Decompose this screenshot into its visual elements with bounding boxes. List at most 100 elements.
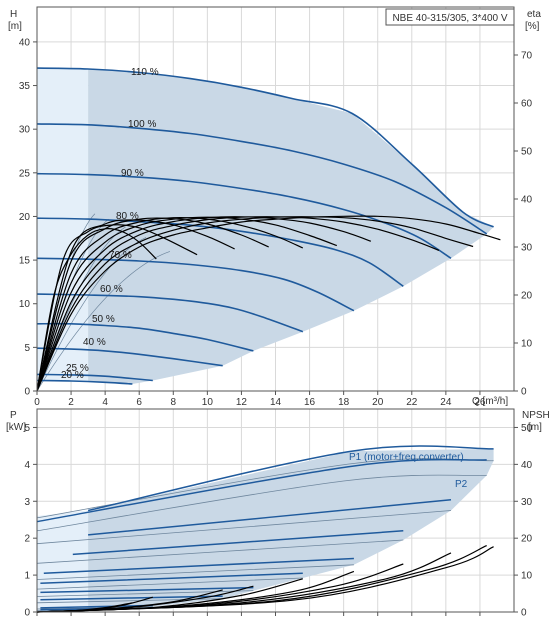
top-head-curve-40 (36, 347, 223, 367)
bottom-p2-curve (36, 564, 354, 580)
p2-series-label: P2 (455, 479, 468, 490)
top-tick-label-left: 35 (19, 81, 31, 92)
top-head-curve-60 (36, 293, 304, 333)
bottom-ylabel-right-1: NPSH (522, 410, 550, 421)
bottom-tick-label-right: 30 (521, 497, 533, 508)
bottom-p1-curve (87, 445, 494, 512)
speed-label-110: 110 % (131, 67, 159, 78)
top-head-curve-90 (36, 172, 452, 259)
top-ylabel-right-2: [%] (525, 21, 540, 32)
bottom-tick-label-left: 4 (24, 460, 30, 471)
bottom-p1-curve (36, 458, 487, 523)
bottom-p1-curve (40, 586, 254, 594)
top-tick-label-x: 0 (34, 397, 40, 408)
top-head-curve-20 (36, 379, 133, 385)
top-tick-label-left: 40 (19, 37, 31, 48)
bottom-plot-border (36, 408, 515, 613)
top-tick-label-right: 40 (521, 195, 533, 206)
top-tick-label-x: 10 (202, 397, 214, 408)
top-tick-label-left: 25 (19, 168, 31, 179)
speed-label-60: 60 % (100, 284, 123, 295)
bottom-operating-envelope (88, 448, 494, 611)
bottom-npsh-curve (36, 546, 494, 613)
bottom-p1-curve (88, 499, 452, 536)
speed-label-80: 80 % (116, 211, 139, 222)
top-operating-envelope (88, 68, 494, 384)
speed-label-100: 100 % (128, 119, 156, 130)
speed-label-50: 50 % (92, 314, 115, 325)
bottom-p2-curve (36, 577, 303, 590)
top-tick-label-left: 30 (19, 125, 31, 136)
top-tick-label-x: 26 (474, 397, 486, 408)
top-plot-border (36, 6, 515, 392)
p1-series-label: P1 (motor+freq.converter) (349, 452, 464, 463)
top-head-curve-70 (36, 257, 355, 312)
top-tick-label-x: 2 (68, 397, 74, 408)
top-tick-label-left: 20 (19, 212, 31, 223)
bottom-ylabel-right-2: [m] (528, 422, 542, 433)
top-head-curve-100 (36, 123, 488, 235)
top-efficiency-curve (36, 228, 157, 392)
bottom-p2-curve (36, 606, 153, 610)
top-head-curve-25 (36, 373, 153, 382)
top-tick-label-left: 10 (19, 299, 31, 310)
top-tick-label-x: 16 (304, 397, 316, 408)
top-tick-label-x: 24 (440, 397, 452, 408)
top-head-curve-80 (36, 217, 404, 287)
top-tick-label-x: 22 (406, 397, 418, 408)
top-ylabel-left-2: [m] (8, 21, 22, 32)
top-tick-label-right: 10 (521, 339, 533, 350)
top-tick-label-right: 50 (521, 147, 533, 158)
bottom-tick-label-left: 3 (24, 497, 30, 508)
top-tick-label-x: 20 (372, 397, 384, 408)
top-tick-label-right: 70 (521, 51, 533, 62)
bottom-tick-label-right: 10 (521, 571, 533, 582)
bottom-ylabel-left-2: [kW] (6, 422, 26, 433)
top-tick-label-x: 18 (338, 397, 350, 408)
top-efficiency-curve (36, 219, 235, 392)
bottom-tick-label-left: 5 (24, 423, 30, 434)
top-tick-label-right: 60 (521, 99, 533, 110)
bottom-tick-label-right: 40 (521, 460, 533, 471)
bottom-tick-label-right: 50 (521, 423, 533, 434)
bottom-p1-curve (40, 572, 303, 584)
speed-label-25: 25 % (66, 363, 89, 374)
top-xlabel: Q [m³/h] (472, 396, 508, 407)
top-tick-label-right: 30 (521, 243, 533, 254)
speed-label-40: 40 % (83, 337, 106, 348)
bottom-p2-curve (36, 539, 404, 564)
top-tick-label-x: 14 (270, 397, 282, 408)
top-ylabel-left-1: H (10, 9, 17, 20)
top-tick-label-x: 8 (171, 397, 177, 408)
bottom-tick-label-left: 2 (24, 534, 30, 545)
top-head-curve-110 (36, 67, 494, 228)
top-tick-label-left: 5 (24, 343, 30, 354)
chart-text: NBE 40-315/305, 3*400 V H [m] eta [%] Q … (6, 8, 550, 490)
bottom-tick-label-left: 0 (24, 608, 30, 619)
top-ylabel-right-1: eta (527, 9, 541, 20)
speed-label-20: 20 % (61, 370, 84, 381)
title-box (385, 8, 515, 26)
top-efficiency-curve (36, 216, 474, 392)
top-tick-label-right: 20 (521, 291, 533, 302)
bottom-p2-curve (36, 598, 223, 604)
top-head-curve-50 (36, 322, 254, 352)
top-tick-label-left: 0 (24, 387, 30, 398)
top-tick-label-left: 15 (19, 256, 31, 267)
top-tick-label-right: 0 (521, 387, 527, 398)
bottom-min-flow-region (37, 510, 89, 612)
bottom-tick-label-right: 0 (521, 608, 527, 619)
bottom-ylabel-left-1: P (10, 410, 17, 421)
top-tick-label-x: 6 (136, 397, 142, 408)
bottom-p2-curve (36, 510, 452, 545)
speed-label-70: 70 % (109, 250, 132, 261)
bottom-p1-curve (43, 557, 354, 574)
top-efficiency-curve (36, 217, 269, 392)
speed-label-90: 90 % (121, 168, 144, 179)
top-efficiency-curve (36, 216, 372, 392)
bottom-tick-label-right: 20 (521, 534, 533, 545)
bottom-p1-curve (40, 595, 223, 601)
